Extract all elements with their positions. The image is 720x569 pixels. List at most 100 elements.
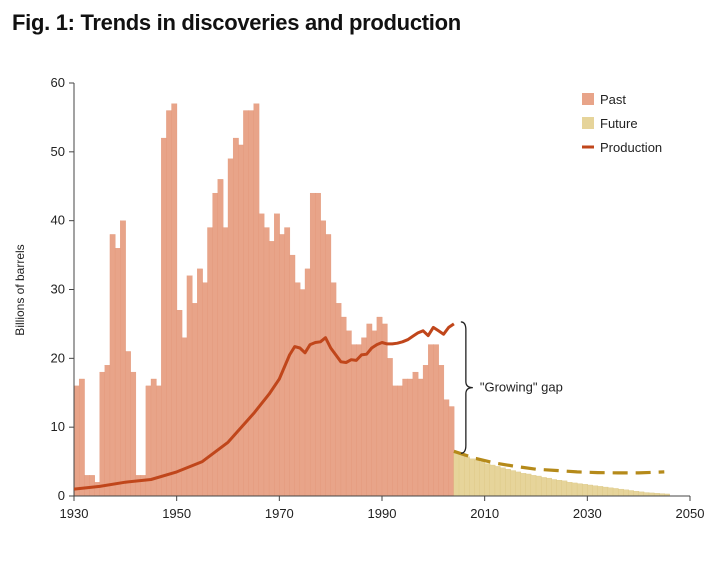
bar-past-1994 [402,378,409,497]
bar-future-2015 [510,470,516,497]
bar-future-2005 [458,454,465,497]
bar-past-1943 [140,475,147,497]
bar-future-2032 [597,486,604,497]
bar-past-1947 [161,137,167,497]
bar-past-1992 [392,385,398,497]
x-tick-label-1990: 1990 [368,506,397,521]
bar-past-1974 [299,289,306,497]
x-tick-label-1970: 1970 [265,506,294,521]
bar-past-1965 [253,103,260,497]
bar-past-1964 [248,110,255,497]
bar-past-1991 [386,358,393,497]
bar-future-2038 [628,490,634,497]
bar-past-1978 [320,220,326,497]
bar-past-1938 [114,248,121,497]
bar-past-1982 [340,316,347,497]
y-tick-label-60: 60 [51,75,65,90]
bar-past-1968 [268,241,275,497]
y-tick-label-10: 10 [51,419,65,434]
bar-future-2024 [556,480,563,497]
bar-past-1999 [428,344,434,497]
bar-past-1995 [407,378,414,497]
bar-past-1980 [330,282,337,497]
bar-future-2004 [453,453,460,497]
bar-past-1961 [232,137,239,497]
y-tick-label-20: 20 [51,350,65,365]
bar-future-2023 [551,479,557,497]
bar-past-1937 [109,234,116,497]
legend-swatch-future [582,117,594,129]
bar-future-2016 [515,471,522,497]
bar-past-1983 [345,330,352,497]
bar-past-1948 [166,110,172,497]
bar-past-1985 [356,344,362,497]
x-tick-label-1950: 1950 [162,506,191,521]
bar-past-1963 [243,110,249,497]
bar-future-2041 [643,492,650,497]
series-lines [73,322,665,491]
y-tick-label-0: 0 [58,488,65,503]
bar-future-2035 [612,488,619,497]
future-bars [453,453,670,497]
bar-past-1940 [125,351,131,497]
legend: Past Future Production [582,92,662,155]
bar-past-2001 [438,365,445,497]
y-tick-label-30: 30 [51,282,65,297]
bar-past-1955 [202,282,208,497]
bar-past-1952 [186,275,193,497]
bar-past-2002 [443,399,450,497]
bar-future-2013 [499,467,506,497]
bar-past-1960 [227,158,234,497]
bar-past-1973 [294,282,301,497]
bar-past-1931 [78,378,85,497]
bar-future-2040 [638,491,645,497]
x-tick-label-2050: 2050 [676,506,705,521]
bar-past-1967 [263,227,270,497]
y-axis-title: Billions of barrels [13,244,27,335]
legend-swatch-past [582,93,594,105]
bar-future-2011 [489,464,496,497]
bar-future-2030 [587,484,593,497]
bar-past-1979 [325,234,332,497]
bar-past-1993 [397,385,403,497]
bar-future-2027 [571,482,578,497]
bar-past-1950 [176,309,183,497]
bar-past-1966 [258,213,265,497]
bar-past-1998 [422,365,429,497]
bar-past-1969 [274,213,280,497]
bar-future-2009 [479,461,486,497]
bar-past-1997 [417,378,424,497]
chart-title: Fig. 1: Trends in discoveries and produc… [12,10,461,35]
gap-brace [460,321,473,454]
bar-past-1941 [130,371,137,497]
bar-past-1977 [315,192,321,497]
bar-past-2000 [433,344,439,497]
legend-label-production: Production [600,140,662,155]
bar-future-2006 [463,456,470,497]
bar-past-1981 [335,303,342,497]
bar-past-1951 [181,337,188,497]
bar-future-2019 [530,475,537,497]
bar-future-2025 [561,480,568,497]
bar-future-2033 [602,486,609,497]
bar-future-2010 [484,463,491,497]
x-tick-label-1930: 1930 [60,506,89,521]
bar-past-1975 [304,268,311,497]
bar-future-2036 [617,488,624,497]
bar-past-1990 [381,323,388,497]
bar-future-2007 [469,458,475,497]
bar-future-2021 [540,477,547,497]
bar-future-2022 [546,477,552,497]
y-tick-label-50: 50 [51,144,65,159]
bar-past-1959 [222,227,229,497]
bar-past-1984 [351,344,357,497]
bar-future-2018 [525,473,532,497]
bar-past-1946 [155,385,162,497]
bar-past-1934 [94,482,101,497]
bar-past-1936 [104,365,111,497]
bar-past-1942 [135,475,142,497]
bar-future-2034 [607,487,614,497]
bar-past-1939 [120,220,126,497]
production-line [73,322,455,491]
